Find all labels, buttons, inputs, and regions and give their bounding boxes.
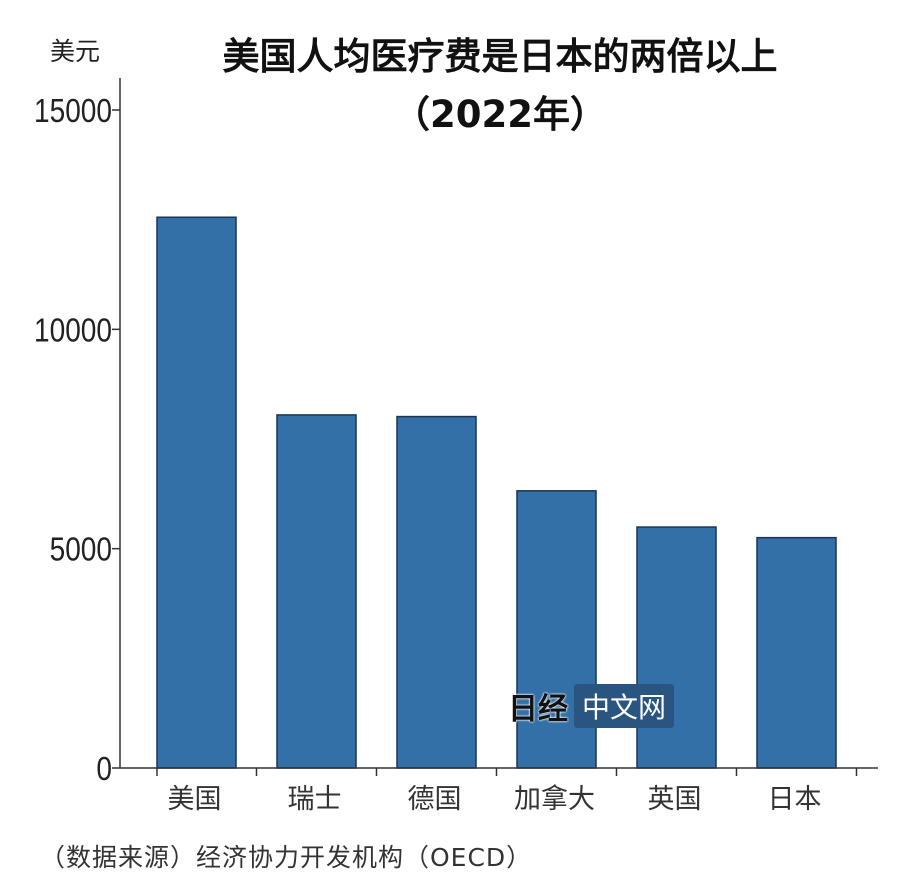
x-tick-label: 瑞士 (288, 784, 342, 815)
y-tick-label: 0 (96, 751, 112, 788)
chart-title: 美国人均医疗费是日本的两倍以上 (222, 35, 778, 78)
x-tick-label: 加拿大 (514, 784, 595, 815)
watermark: 日经 中文网 (508, 684, 675, 728)
x-tick-label: 德国 (408, 784, 462, 815)
y-tick-label: 5000 (50, 532, 112, 569)
y-tick-label: 10000 (34, 312, 112, 349)
x-tick-label: 英国 (648, 784, 702, 815)
x-tick-label: 美国 (168, 784, 222, 815)
x-tick-label: 日本 (768, 784, 822, 815)
bar-瑞士 (276, 414, 357, 769)
watermark-logo: 日经 (508, 692, 568, 727)
bar-英国 (636, 526, 717, 769)
bar-美国 (156, 216, 237, 769)
bar-日本 (756, 536, 837, 769)
source-note: （数据来源）经济协力开发机构（OECD） (40, 843, 533, 872)
bar-德国 (396, 415, 477, 769)
y-tick-label: 15000 (34, 93, 112, 130)
chart-subtitle: （2022年） (393, 93, 607, 136)
watermark-text: 中文网 (574, 684, 675, 728)
y-axis-unit: 美元 (50, 37, 101, 66)
